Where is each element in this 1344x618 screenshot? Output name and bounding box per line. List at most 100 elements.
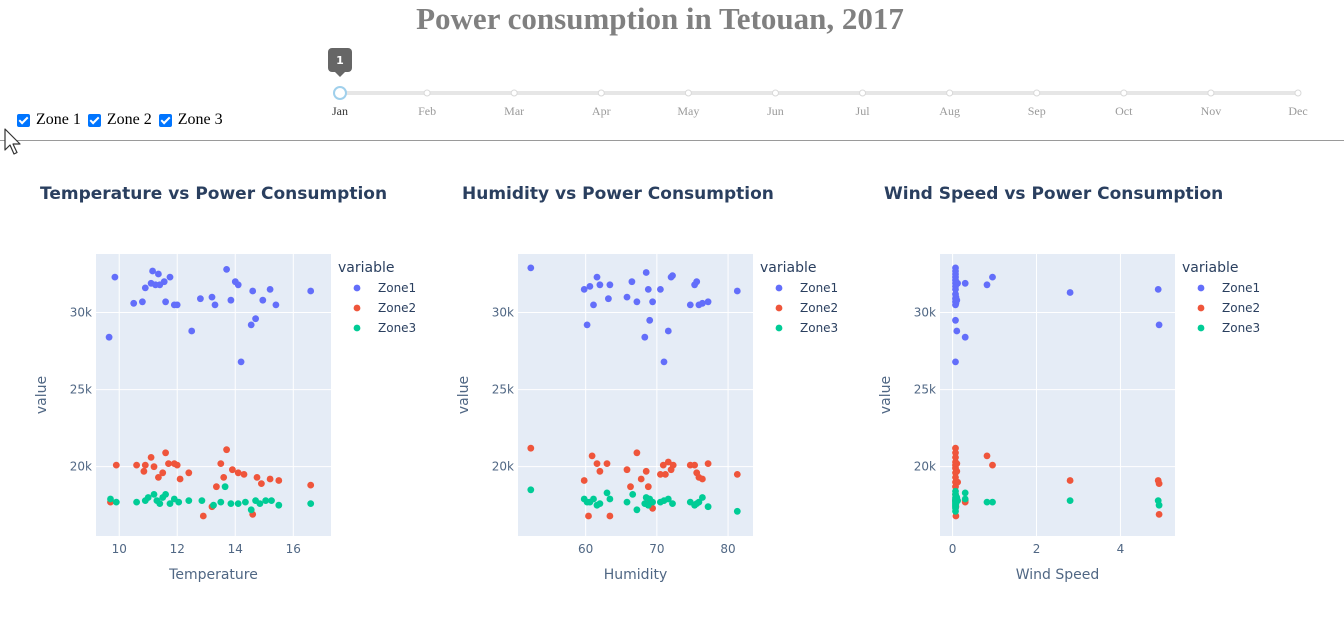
legend-marker-zone2[interactable] [1197, 304, 1205, 312]
slider-tooltip-text: 1 [336, 54, 344, 67]
zone1-checkbox[interactable] [17, 113, 30, 127]
data-point-zone2 [1155, 511, 1163, 518]
legend-item-zone1[interactable]: Zone1 [800, 281, 838, 295]
slider-mark-feb[interactable] [423, 89, 431, 97]
legend-item-zone2[interactable]: Zone2 [1222, 301, 1260, 315]
data-point-zone3 [150, 491, 158, 498]
slider-mark-aug[interactable] [946, 89, 954, 97]
slider-label-oct[interactable]: Oct [1115, 104, 1133, 118]
legend-marker-zone1[interactable] [775, 284, 783, 292]
humidity-scatter-chart: 60 70 80 20k 25k 30k Humidity value variable Zone… [456, 254, 838, 583]
data-point-zone2 [588, 452, 596, 460]
data-point-zone3 [733, 507, 741, 515]
data-point-zone3 [156, 500, 164, 507]
data-point-zone2 [989, 461, 996, 469]
data-point-zone1 [590, 301, 597, 309]
legend-item-zone3[interactable]: Zone3 [800, 321, 838, 335]
data-point-zone2 [642, 467, 650, 475]
zone2-option[interactable]: Zone 2 [85, 111, 152, 129]
legend-item-zone1[interactable]: Zone1 [378, 281, 416, 295]
data-point-zone1 [954, 279, 961, 287]
slider-label-apr[interactable]: Apr [592, 104, 611, 118]
legend-marker-zone2[interactable] [775, 304, 783, 312]
slider-mark-jul[interactable] [859, 89, 867, 97]
data-point-zone1 [208, 293, 216, 301]
data-point-zone1 [249, 287, 257, 295]
slider-label-jul[interactable]: Jul [856, 104, 871, 118]
legend-item-zone2[interactable]: Zone2 [378, 301, 416, 315]
data-point-zone1 [149, 267, 156, 275]
data-point-zone2 [633, 449, 641, 457]
data-point-zone1 [1154, 286, 1162, 293]
data-point-zone1 [160, 278, 168, 286]
data-point-zone1 [197, 295, 204, 303]
zone1-option[interactable]: Zone 1 [14, 111, 81, 129]
data-point-zone2 [176, 475, 184, 483]
month-slider[interactable]: Jan Feb Mar Apr May Jun Jul Aug Sep Oct Nov Dec 1 [320, 40, 1320, 130]
zone3-option[interactable]: Zone 3 [156, 111, 223, 129]
slider-mark-mar[interactable] [510, 89, 518, 97]
slider-svg: Jan Feb Mar Apr May Jun Jul Aug Sep Oct Nov Dec 1 [328, 48, 1308, 118]
data-point-zone3 [669, 500, 676, 507]
zone2-label: Zone 2 [106, 111, 152, 128]
legend-item-zone3[interactable]: Zone3 [378, 321, 416, 335]
slider-label-sep[interactable]: Sep [1028, 104, 1046, 118]
data-point-zone3 [175, 498, 183, 506]
data-point-zone1 [234, 281, 242, 289]
data-point-zone3 [664, 495, 672, 503]
slider-label-jun[interactable]: Jun [767, 104, 784, 118]
data-point-zone1 [259, 296, 267, 304]
legend-marker-zone3[interactable] [1197, 324, 1205, 332]
slider-mark-may[interactable] [684, 89, 692, 97]
zone2-checkbox[interactable] [87, 113, 101, 127]
data-point-zone2 [699, 475, 706, 483]
slider-mark-sep[interactable] [1033, 89, 1041, 97]
data-point-zone2 [691, 461, 698, 469]
data-point-zone2 [659, 461, 667, 469]
data-point-zone3 [633, 506, 641, 514]
data-point-zone1 [227, 296, 235, 304]
slider-mark-nov[interactable] [1207, 89, 1215, 97]
legend-marker-zone3[interactable] [353, 324, 361, 332]
data-point-zone2 [159, 469, 167, 477]
data-point-zone1 [953, 296, 961, 304]
slider-mark-jun[interactable] [771, 89, 779, 97]
legend-item-zone2[interactable]: Zone2 [800, 301, 838, 315]
slider-label-jan[interactable]: Jan [332, 104, 348, 118]
data-point-zone3 [133, 498, 140, 506]
slider-mark-apr[interactable] [597, 89, 605, 97]
data-point-zone3 [629, 491, 637, 498]
data-point-zone2 [596, 467, 604, 475]
data-point-zone1 [188, 327, 196, 335]
data-point-zone2 [585, 512, 592, 520]
data-point-zone2 [953, 460, 961, 467]
legend-marker-zone1[interactable] [1197, 284, 1205, 292]
zone3-checkbox[interactable] [158, 113, 172, 127]
humidity-chart-title: Humidity vs Power Consumption [462, 184, 774, 204]
x-axis-label: Humidity [604, 567, 667, 583]
slider-label-may[interactable]: May [677, 104, 699, 118]
data-point-zone1 [961, 279, 969, 287]
slider-label-dec[interactable]: Dec [1288, 104, 1307, 118]
legend-marker-zone2[interactable] [353, 304, 361, 312]
legend-marker-zone3[interactable] [775, 324, 783, 332]
data-point-zone1 [272, 301, 280, 309]
zone1-label: Zone 1 [36, 111, 81, 128]
legend-marker-zone1[interactable] [353, 284, 361, 292]
data-point-zone3 [983, 498, 991, 506]
legend-item-zone3[interactable]: Zone3 [1222, 321, 1260, 335]
slider-label-aug[interactable]: Aug [939, 104, 960, 118]
slider-mark-oct[interactable] [1120, 89, 1128, 97]
y-tick-label: 20k [914, 460, 936, 474]
legend-item-zone1[interactable]: Zone1 [1222, 281, 1260, 295]
data-point-zone3 [954, 497, 961, 504]
slider-label-nov[interactable]: Nov [1201, 104, 1222, 118]
slider-mark-dec[interactable] [1294, 89, 1302, 97]
data-point-zone3 [144, 494, 152, 501]
slider-label-feb[interactable]: Feb [418, 104, 436, 118]
temperature-chart-title: Temperature vs Power Consumption [40, 184, 388, 204]
x-tick-label: 12 [170, 542, 185, 556]
data-point-zone3 [961, 489, 969, 497]
slider-handle[interactable] [333, 86, 347, 100]
slider-label-mar[interactable]: Mar [504, 104, 524, 118]
